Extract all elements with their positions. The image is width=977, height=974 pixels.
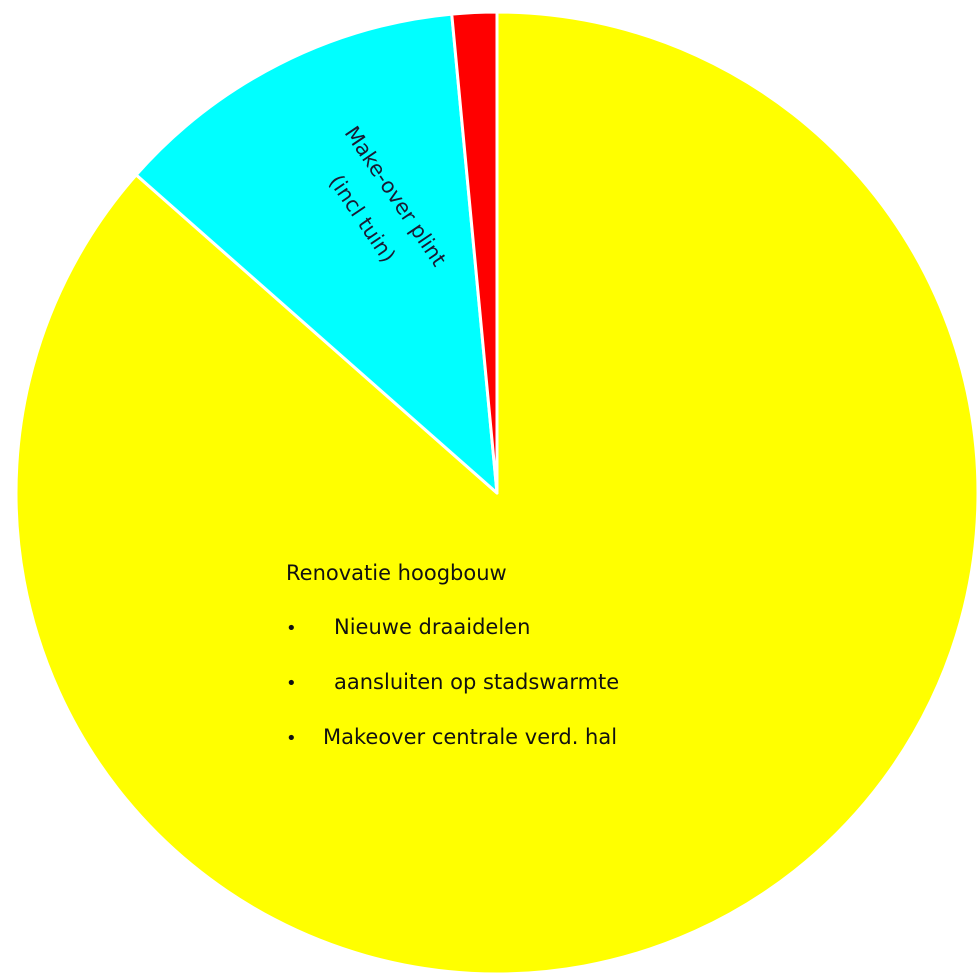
pie-slice-1 — [134, 12, 499, 495]
slice-label-item-2: aansluiten op stadswarmte — [334, 670, 619, 694]
slice-label-heading: Renovatie hoogbouw — [286, 561, 507, 585]
slice-label-item-1: Nieuwe draaidelen — [334, 615, 530, 639]
slice-label-renovatie: Renovatie hoogbouw • Nieuwe draaidelen •… — [286, 561, 619, 749]
pie-slice-2 — [450, 10, 499, 495]
bullet-3: • — [286, 728, 297, 749]
slice-label-item-3: Makeover centrale verd. hal — [323, 725, 617, 749]
bullet-2: • — [286, 673, 297, 694]
pie-slices — [14, 10, 977, 974]
bullet-1: • — [286, 618, 297, 639]
